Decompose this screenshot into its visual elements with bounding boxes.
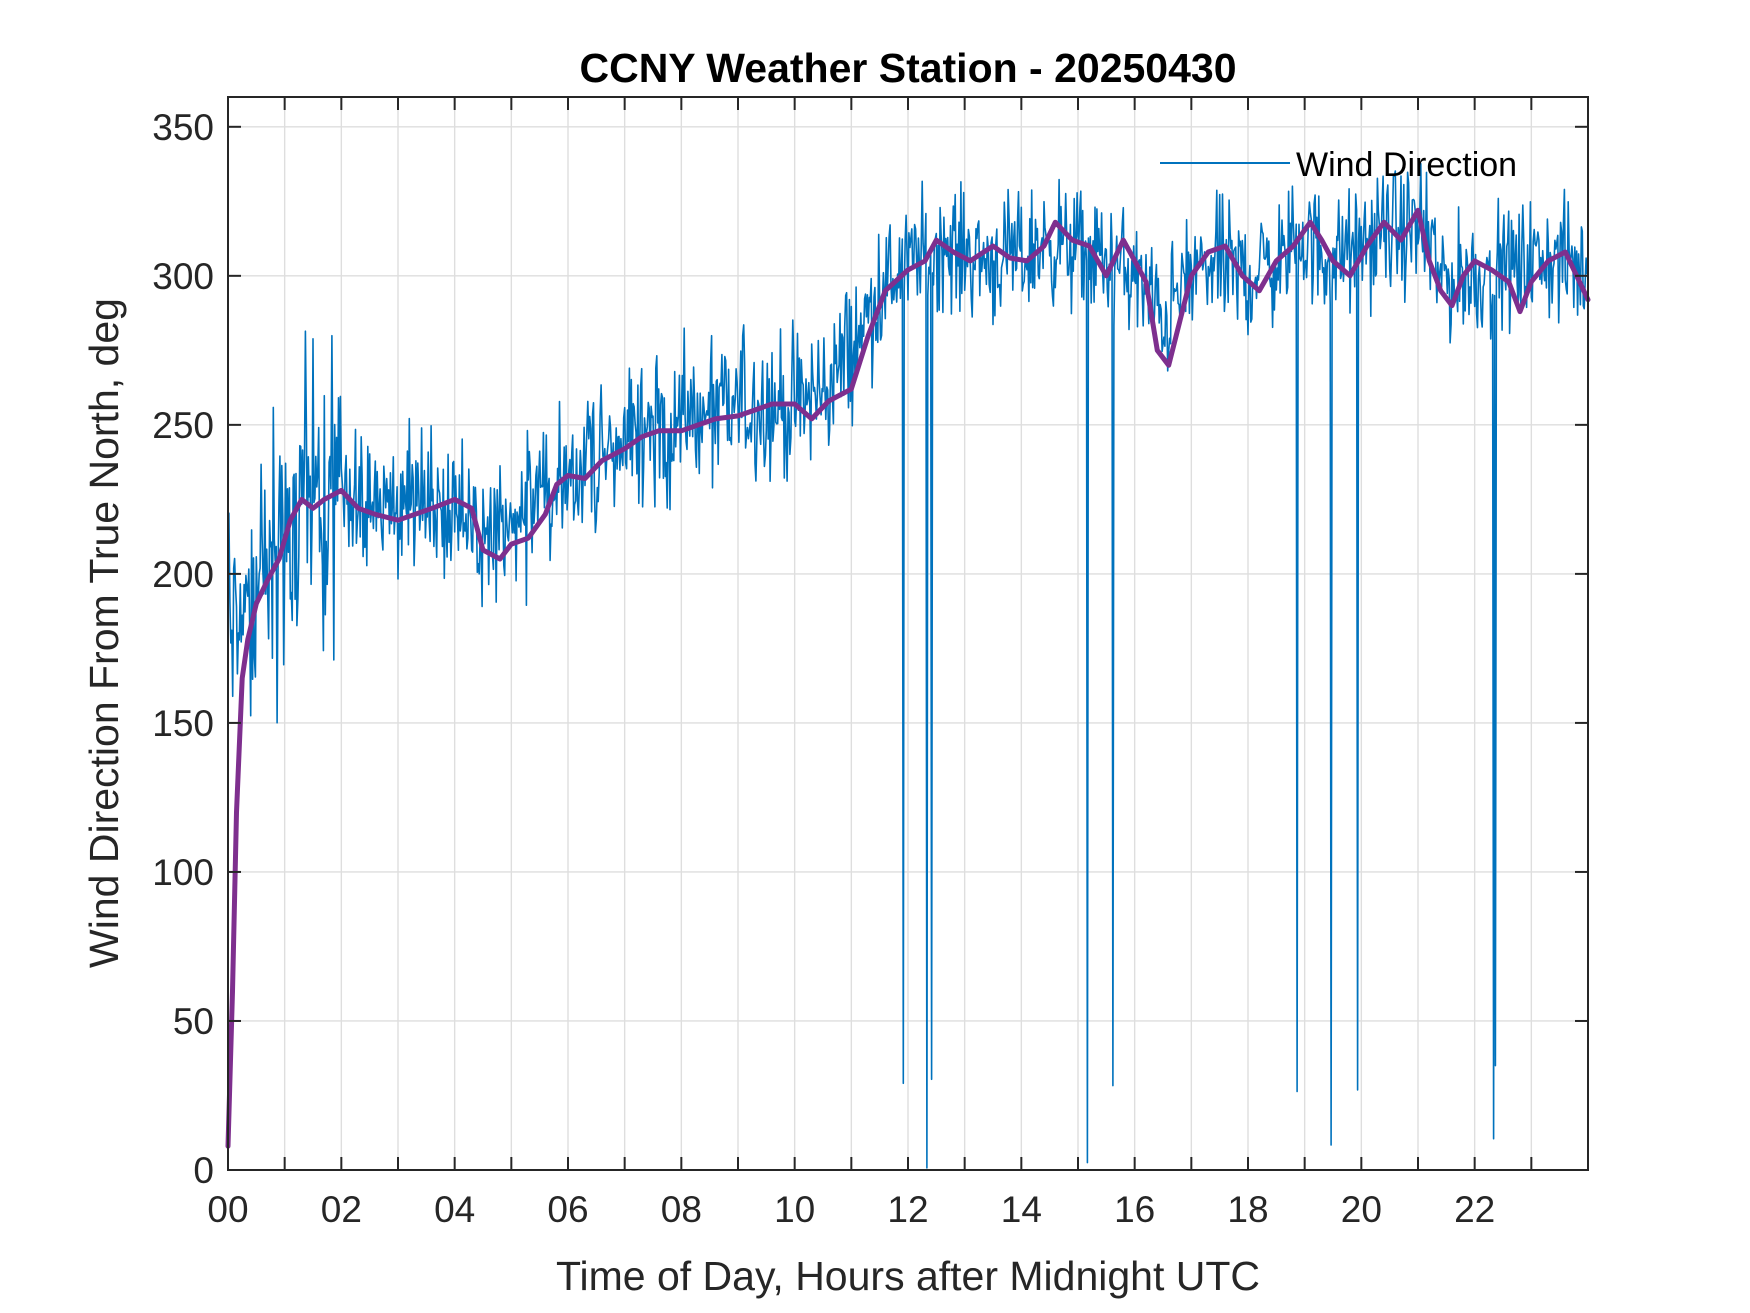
x-tick-label: 00 bbox=[207, 1189, 248, 1230]
legend: Wind Direction bbox=[1160, 146, 1517, 184]
y-axis-label: Wind Direction From True North, deg bbox=[81, 298, 127, 968]
x-tick-label: 14 bbox=[1001, 1189, 1042, 1230]
x-tick-label: 20 bbox=[1341, 1189, 1382, 1230]
series-layer bbox=[225, 162, 1591, 1169]
y-tick-label: 350 bbox=[152, 107, 214, 148]
y-tick-label: 200 bbox=[152, 554, 214, 595]
x-tick-label: 22 bbox=[1454, 1189, 1495, 1230]
x-tick-label: 02 bbox=[321, 1189, 362, 1230]
y-tick-labels: 0 50 100 150 200 250 300 350 bbox=[152, 107, 214, 1191]
y-tick-label: 150 bbox=[152, 703, 214, 744]
series-line-smoothed-mean bbox=[225, 207, 1591, 1149]
tick-marks bbox=[228, 97, 1588, 1171]
x-tick-label: 18 bbox=[1227, 1189, 1268, 1230]
x-tick-label: 04 bbox=[434, 1189, 475, 1230]
x-tick-label: 10 bbox=[774, 1189, 815, 1230]
x-tick-label: 12 bbox=[887, 1189, 928, 1230]
chart-title: CCNY Weather Station - 20250430 bbox=[579, 45, 1236, 91]
y-tick-label: 300 bbox=[152, 256, 214, 297]
y-tick-label: 100 bbox=[152, 852, 214, 893]
x-tick-label: 08 bbox=[661, 1189, 702, 1230]
x-tick-label: 06 bbox=[547, 1189, 588, 1230]
grid-lines bbox=[228, 97, 1588, 1170]
x-tick-labels: 00 02 04 06 08 10 12 14 16 18 20 22 bbox=[207, 1189, 1495, 1230]
y-tick-label: 0 bbox=[193, 1150, 214, 1191]
legend-label-wind-direction: Wind Direction bbox=[1296, 146, 1517, 184]
x-tick-label: 16 bbox=[1114, 1189, 1155, 1230]
y-tick-label: 250 bbox=[152, 405, 214, 446]
x-axis-label: Time of Day, Hours after Midnight UTC bbox=[556, 1253, 1260, 1299]
y-tick-label: 50 bbox=[173, 1001, 214, 1042]
